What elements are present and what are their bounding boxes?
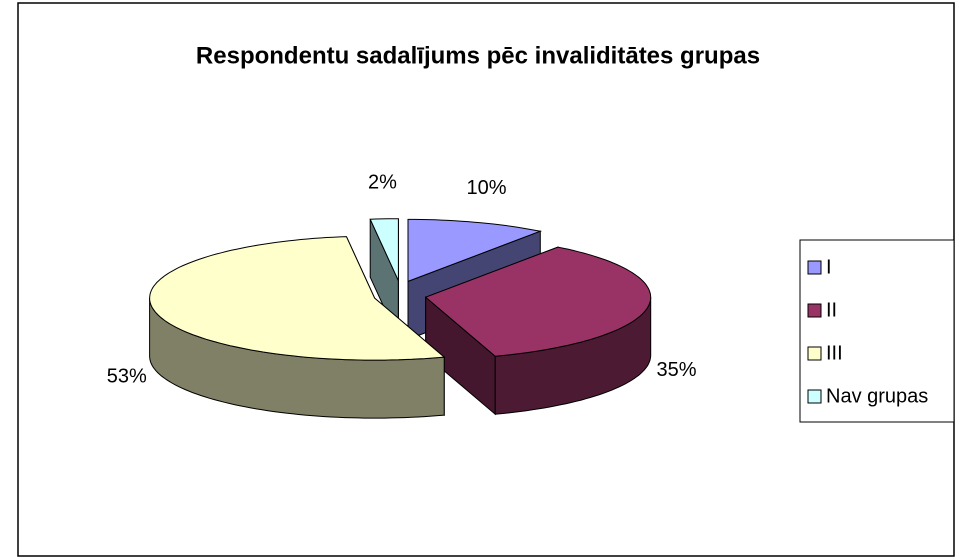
pie-slice	[424, 246, 652, 416]
legend-label: I	[826, 256, 832, 278]
legend-swatch	[807, 346, 822, 361]
slice-top	[424, 246, 652, 357]
legend-swatch	[807, 260, 822, 275]
data-label: 35%	[657, 359, 697, 381]
legend-swatch	[807, 389, 822, 404]
legend-label: II	[826, 299, 837, 321]
pie-slice	[369, 218, 399, 339]
legend	[799, 239, 955, 423]
slice-top	[407, 218, 543, 283]
data-label: 10%	[467, 177, 507, 199]
legend-swatch	[807, 303, 822, 318]
data-label: 53%	[107, 366, 147, 388]
slice-top	[149, 236, 446, 361]
data-label: 2%	[368, 172, 397, 194]
legend-label: III	[826, 342, 843, 364]
chart-title: Respondentu sadalījums pēc invaliditātes…	[196, 42, 760, 69]
slice-top	[369, 218, 399, 281]
pie-slice	[149, 236, 446, 419]
legend-label: Nav grupas	[826, 385, 928, 407]
